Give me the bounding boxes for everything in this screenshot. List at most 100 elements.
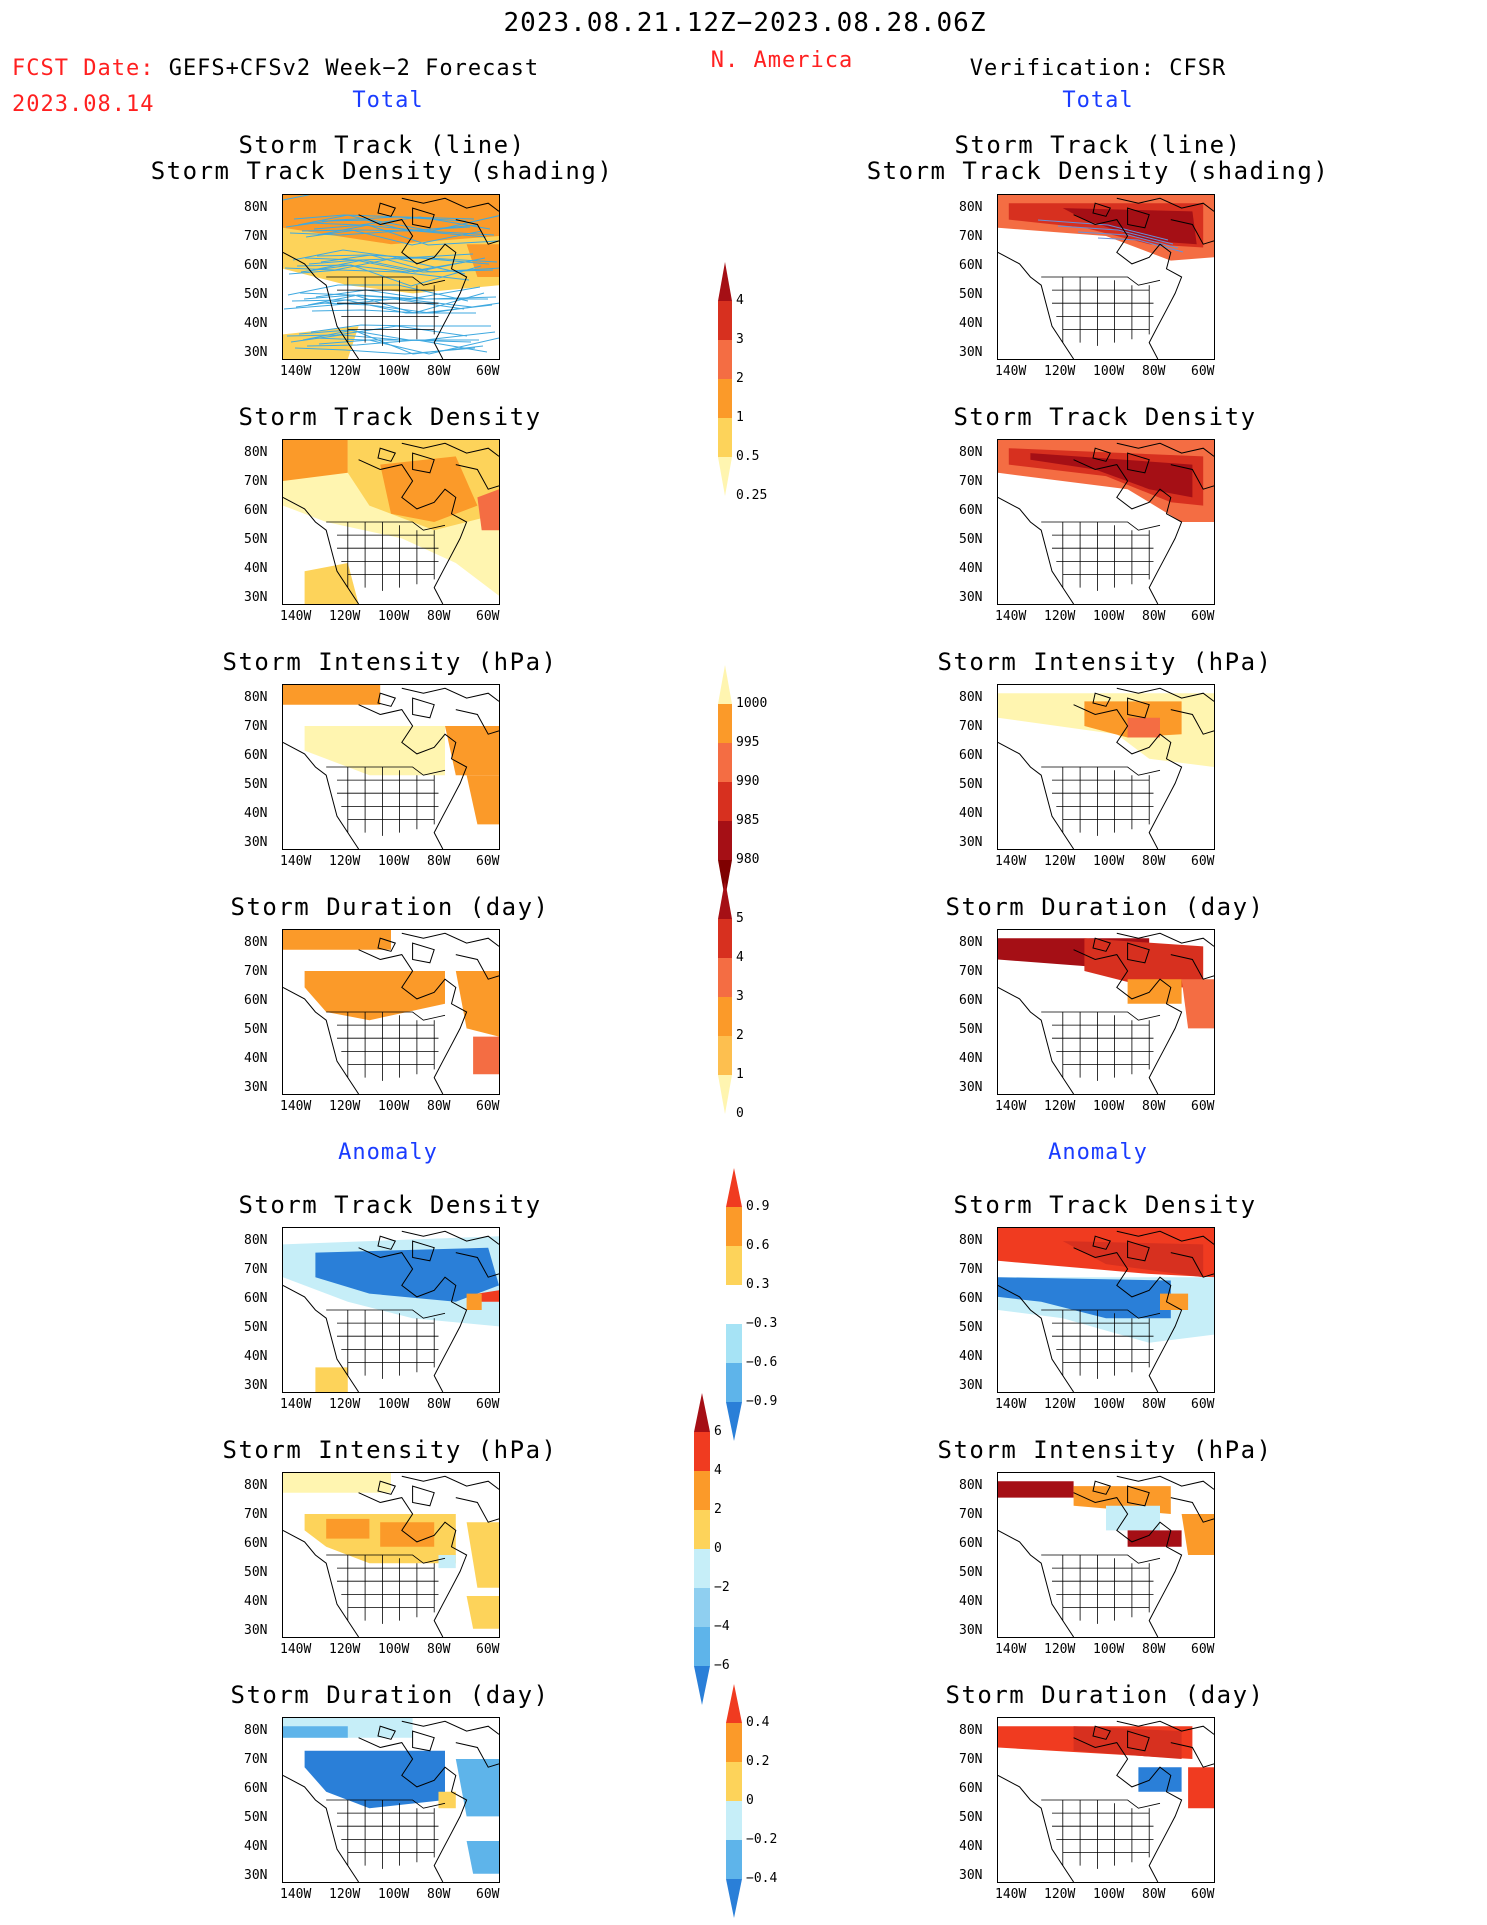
storm-track-line <box>293 214 475 220</box>
coastline <box>1127 697 1150 719</box>
panel-title-duration-left: Storm Duration (day) <box>230 893 550 921</box>
coastline <box>1073 459 1183 604</box>
storm-track-line <box>292 249 474 261</box>
lat-tick-label: 70N <box>959 1262 983 1277</box>
colorbar-label: 0.5 <box>736 449 760 464</box>
storm-track-line <box>301 229 483 246</box>
storm-track-line <box>314 331 496 341</box>
lon-tick-label: 100W <box>378 1397 410 1412</box>
storm-track-line <box>1077 231 1179 249</box>
colorbar-label: 4 <box>736 293 744 308</box>
coastline <box>377 1235 397 1250</box>
coastline <box>1170 954 1214 980</box>
coastline <box>412 1240 435 1262</box>
colorbar-label: 6 <box>714 1424 722 1439</box>
coastline <box>377 202 397 217</box>
coastline <box>455 1497 499 1523</box>
map-right-intensity <box>997 684 1215 850</box>
coastline <box>1170 464 1214 490</box>
colorbar-label: −0.4 <box>746 1871 778 1886</box>
state-border <box>1041 521 1161 531</box>
shaded-region <box>1181 1514 1214 1555</box>
shaded-region <box>1181 979 1214 1029</box>
coastline <box>401 197 499 212</box>
lon-tick-label: 120W <box>329 364 361 379</box>
colorbar-label: −4 <box>714 1619 730 1634</box>
map-left-track <box>282 194 500 360</box>
lat-tick-label: 70N <box>959 1507 983 1522</box>
lon-tick-label: 60W <box>1191 609 1215 624</box>
lon-tick-label: 100W <box>378 364 410 379</box>
coastline <box>1116 197 1214 212</box>
shaded-region <box>1188 1767 1214 1809</box>
shaded-region <box>466 1522 499 1588</box>
lon-tick-label: 120W <box>1044 854 1076 869</box>
shaded-region <box>438 1791 456 1809</box>
map-right-anom-density <box>997 1227 1215 1393</box>
colorbar-label: 0.9 <box>746 1199 770 1214</box>
lon-tick-label: 120W <box>1044 1397 1076 1412</box>
state-border <box>326 1799 446 1809</box>
map-left-intensity <box>282 684 500 850</box>
colorbar-label: 990 <box>736 774 760 789</box>
lat-tick-label: 70N <box>244 719 268 734</box>
coastline <box>358 1737 468 1882</box>
storm-track-line <box>318 337 499 355</box>
coastline <box>998 1774 1075 1882</box>
coastline <box>412 942 435 964</box>
map-left-duration <box>282 929 500 1095</box>
lat-tick-label: 30N <box>244 1378 268 1393</box>
coastline <box>998 741 1075 849</box>
lat-tick-label: 50N <box>244 1320 268 1335</box>
coastline <box>1092 1725 1112 1740</box>
anomaly-left-label: Anomaly <box>338 1140 438 1165</box>
coastline <box>998 1529 1075 1637</box>
shaded-region <box>283 685 381 705</box>
coastline <box>377 937 397 952</box>
colorbar-label: 2 <box>736 371 744 386</box>
lat-tick-label: 40N <box>959 561 983 576</box>
colorbar-label: 0 <box>714 1541 722 1556</box>
colorbar-duration_total <box>718 880 732 1114</box>
panel-title-anom-intensity-right: Storm Intensity (hPa) <box>937 1436 1273 1464</box>
coastline <box>412 207 435 229</box>
lat-tick-label: 40N <box>959 1839 983 1854</box>
map-svg-left-anom-duration <box>283 1718 499 1882</box>
colorbar-label: 3 <box>736 332 744 347</box>
panel-title-track-shading-left: Storm Track Density (shading) <box>150 157 614 185</box>
coastline <box>455 464 499 490</box>
lon-tick-label: 100W <box>1093 1397 1125 1412</box>
lat-tick-label: 70N <box>959 964 983 979</box>
state-border <box>326 521 446 531</box>
fcst-label-prefix-overlay: FCST Date: <box>12 56 157 81</box>
colorbar-swatch <box>718 262 732 301</box>
colorbar-duration_anom <box>726 1684 742 1918</box>
coastline <box>1092 447 1112 462</box>
state-border <box>326 766 446 776</box>
lon-tick-label: 60W <box>476 1099 500 1114</box>
state-border <box>1041 1309 1161 1319</box>
panel-title-anom-density-left: Storm Track Density <box>238 1191 542 1219</box>
colorbar-label: 1 <box>736 410 744 425</box>
colorbar-swatch <box>726 1762 742 1801</box>
lon-tick-label: 120W <box>1044 1642 1076 1657</box>
state-border <box>1041 1799 1161 1809</box>
lon-tick-label: 60W <box>476 854 500 869</box>
lat-tick-label: 50N <box>244 777 268 792</box>
coastline <box>401 1475 499 1490</box>
lat-tick-label: 70N <box>959 474 983 489</box>
colorbar-swatch <box>718 301 732 340</box>
coastline <box>377 1480 397 1495</box>
coastline <box>1116 687 1214 702</box>
coastline <box>401 932 499 947</box>
panel-title-intensity-right: Storm Intensity (hPa) <box>937 648 1273 676</box>
storm-track-line <box>296 259 478 273</box>
lat-tick-label: 60N <box>244 1536 268 1551</box>
colorbar-swatch <box>726 1879 742 1918</box>
map-svg-right-anom-density <box>998 1228 1214 1392</box>
coastline <box>283 1529 360 1637</box>
lat-tick-label: 50N <box>244 532 268 547</box>
coastline <box>1127 1485 1150 1507</box>
shaded-region <box>315 1247 499 1302</box>
coastline <box>1092 202 1112 217</box>
